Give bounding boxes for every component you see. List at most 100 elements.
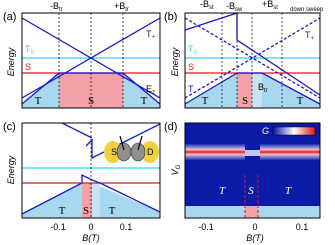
y-axis-main: V [170,168,180,175]
panel-a: (a) Energy -Btr +Btr T+ T0 S Ez T S T [3,1,161,109]
singlet-region [252,73,262,108]
inset-label: S [111,147,117,157]
resonance-band [185,144,245,160]
marker-main: -B [50,1,59,11]
panel-b: (b) Energy -Bst -Bsw +Bst down sweep T+ … [164,0,324,109]
marker-main: -B [200,0,209,9]
level-main: T [146,29,152,39]
y-axis-label: VG [170,164,182,175]
y-axis-sub: G [176,164,182,169]
singlet-strip [245,206,258,218]
frame [21,122,161,219]
transition-label: Btr [258,82,268,94]
ground-line [184,72,321,105]
marker-label: -Bsw [226,1,243,13]
colorbar-label: G [262,126,269,136]
triplet-region [92,183,160,218]
level-sub: + [311,36,315,42]
level-main: T [188,84,194,94]
region-label: T [219,185,226,197]
level-label: T0 [188,44,198,56]
x-tick-label: 0 [88,222,93,232]
drain-lead [141,141,159,163]
x-tick-label: -0.1 [50,222,66,232]
level-label: S [188,62,194,72]
colorbar [272,126,316,136]
panel-label: (d) [164,121,177,133]
x-axis-label: B(T) [82,233,100,243]
spin-arrow [119,135,125,151]
marker-sub: tr [125,7,129,13]
level-label: T- [188,84,196,96]
y-axis-label: Energy [6,155,16,184]
triplet-region [22,183,82,218]
level-sub: 0 [194,50,198,56]
level-main: T [305,30,311,40]
sweep-label: down sweep [290,7,324,13]
level-label: S [25,62,31,72]
triplet-region [262,73,320,108]
zeeman-sub: z [152,90,155,96]
region-label: T [109,205,116,217]
frame [184,12,321,109]
region-label: T [141,95,148,107]
marker-label: +Bst [262,0,278,11]
marker-sub: sw [235,7,243,13]
level-main: T [25,44,31,54]
level-sub: + [152,35,156,41]
dot [116,142,132,162]
singlet-region [82,183,92,218]
singlet-region [237,73,252,108]
t-plus-line [184,17,321,99]
panel-c: S D (c) Energy T S T -0.1 0 0.1 B(T) [3,121,161,243]
marker-label: -Bst [200,0,214,11]
x-tick-label: -0.1 [198,222,214,232]
frame [184,122,321,219]
level-label: T+ [305,30,315,42]
frame [21,12,161,109]
marker-sub: st [273,5,278,11]
marker-label: -Btr [50,1,63,13]
panel-d: G (d) VG T S T -0.1 0 0.1 B(T) [164,121,321,243]
ground-line [21,173,161,215]
region-label: S [248,185,254,197]
region-label: T [297,95,304,107]
marker-main: +B [262,0,273,9]
triplet-region [185,73,237,108]
upper-line [61,122,93,139]
upper-line [85,123,161,160]
source-lead [104,141,122,163]
region-label: S [88,95,94,107]
x-tick-label: 0 [252,222,257,232]
spin-arrow [137,135,143,151]
transition-main: B [258,82,264,92]
region-label: S [242,95,248,107]
marker-label: +Btr [114,1,129,13]
region-label: T [285,185,292,197]
region-label: T [35,95,42,107]
marker-sub: st [209,5,214,11]
dot [130,142,146,162]
panel-label: (a) [3,11,16,23]
marker-main: -B [226,1,235,11]
singlet-region [92,183,100,218]
x-tick-label: 0.1 [120,222,133,232]
inset-label: D [147,147,154,157]
zeeman-main: E [146,84,152,94]
x-tick-label: 0.1 [296,222,309,232]
transition-sub: tr [264,88,268,94]
resonance-band [260,144,320,160]
x-axis-label: B(T) [246,233,264,243]
region-label: T [202,95,209,107]
panel-label: (c) [3,121,16,133]
panel-label: (b) [164,11,177,23]
heatmap [185,123,320,218]
y-axis-label: Energy [6,47,16,76]
y-axis-label: Energy [170,47,180,76]
resonance-band [245,150,260,156]
region-label: S [83,205,89,217]
level-label: T+ [146,29,156,41]
marker-main: +B [114,1,125,11]
level-label: T0 [25,44,35,56]
